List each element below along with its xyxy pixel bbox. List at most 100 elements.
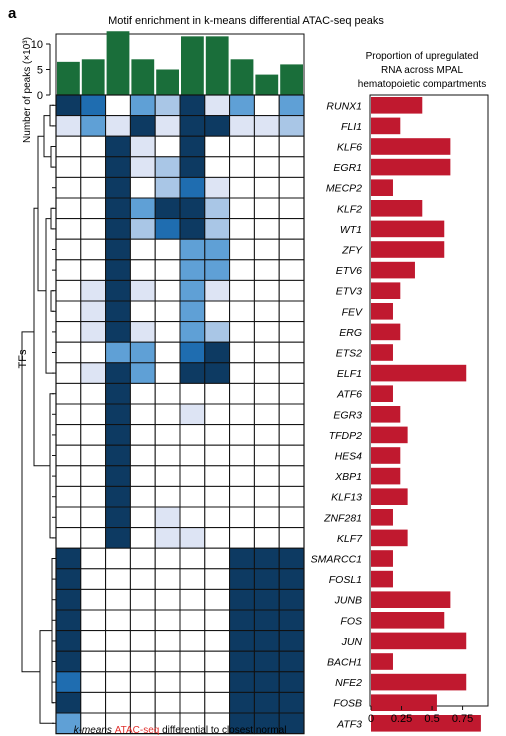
heatmap-cell-FOSL1-9 <box>229 568 255 590</box>
heatmap-cell-KLF13-6 <box>129 485 156 508</box>
heatmap-cell-TFDP2-8 <box>278 424 305 446</box>
heatmap-cell-JUNB-5 <box>154 588 181 611</box>
heatmap-cell-ZFY-1 <box>253 238 280 261</box>
heatmap-cell-FLI1-9 <box>229 115 255 137</box>
rna-bar-BACH1 <box>371 653 393 670</box>
heatmap-cell-EGR1-6 <box>129 156 156 178</box>
row-label-EGR1: EGR1 <box>333 162 362 174</box>
heatmap-cell-KLF7-9 <box>229 527 255 549</box>
heatmap-cell-EGR1-10 <box>80 156 107 178</box>
heatmap-cell-RUNX1-4 <box>55 94 82 117</box>
heatmap-cell-KLF13-10 <box>80 485 107 508</box>
heatmap-cell-FOSL1-1 <box>253 568 280 590</box>
heatmap-cell-ELF1-5 <box>154 362 181 384</box>
row-label-XBP1: XBP1 <box>334 471 362 483</box>
heatmap-cell-ELF1-1 <box>253 362 280 384</box>
heatmap-cell-KLF2-1 <box>253 197 280 220</box>
heatmap-cell-KLF13-1 <box>253 485 280 508</box>
heatmap-x-label-part-2: ATAC-seq <box>115 725 160 736</box>
heatmap-cell-ETV3-8 <box>278 279 305 302</box>
heatmap-cell-SMARCC1-3 <box>105 547 131 570</box>
heatmap-cell-KLF6-5 <box>154 135 181 158</box>
heatmap-cell-ETV3-1 <box>253 279 280 302</box>
heatmap-cell-BACH1-9 <box>229 650 255 673</box>
row-label-KLF7: KLF7 <box>337 533 363 545</box>
dendrogram-branch <box>50 207 54 230</box>
row-label-KLF2: KLF2 <box>337 203 362 215</box>
dendrogram-branch <box>49 393 54 539</box>
heatmap-cell-JUN-10 <box>80 630 107 652</box>
rna-bar-EGR1 <box>371 158 451 176</box>
heatmap-cell-XBP1-7 <box>204 465 231 487</box>
row-label-KLF6: KLF6 <box>337 142 362 154</box>
top-bar-cluster-9 <box>230 59 254 95</box>
heatmap-cell-FOSL1-4 <box>55 568 82 590</box>
row-label-NFE2: NFE2 <box>335 677 362 689</box>
heatmap-cell-ERG-2 <box>179 321 206 343</box>
rna-bar-ETV3 <box>371 282 401 299</box>
heatmap-cell-FOS-8 <box>278 609 305 632</box>
top-chart-y-label: Number of peaks (×10³) <box>22 37 33 143</box>
heatmap-cell-ETV3-4 <box>55 279 82 302</box>
heatmap-cell-ZNF281-4 <box>55 506 82 529</box>
heatmap-cell-KLF2-4 <box>55 197 82 220</box>
heatmap-cell-ELF1-10 <box>80 362 107 384</box>
heatmap-cell-ZFY-6 <box>129 238 156 261</box>
heatmap-cell-FEV-1 <box>253 300 280 323</box>
top-bar-cluster-7 <box>205 36 229 95</box>
heatmap-cell-ETS2-1 <box>253 341 280 364</box>
heatmap-cell-SMARCC1-10 <box>80 547 107 570</box>
heatmap-cell-ERG-6 <box>129 321 156 343</box>
heatmap-cell-WT1-7 <box>204 218 231 240</box>
heatmap-cell-SMARCC1-9 <box>229 547 255 570</box>
top-chart-bars <box>57 31 303 95</box>
heatmap-cell-XBP1-5 <box>154 465 181 487</box>
heatmap-cell-FOSL1-3 <box>105 568 131 590</box>
heatmap-cell-KLF2-6 <box>129 197 156 220</box>
heatmap-cell-FOSL1-8 <box>278 568 305 590</box>
heatmap-cell-XBP1-2 <box>179 465 206 487</box>
heatmap-cell-JUN-6 <box>129 630 156 652</box>
heatmap-cell-ERG-8 <box>278 321 305 343</box>
heatmap-cell-HES4-5 <box>154 444 181 467</box>
heatmap-cell-HES4-4 <box>55 444 82 467</box>
heatmap-cell-NFE2-3 <box>105 671 131 693</box>
heatmap-cell-EGR1-4 <box>55 156 82 178</box>
heatmap-cell-RUNX1-2 <box>179 94 206 117</box>
row-label-FOSL1: FOSL1 <box>329 574 362 586</box>
heatmap-cell-KLF7-1 <box>253 527 280 549</box>
heatmap-cell-FEV-9 <box>229 300 255 323</box>
heatmap-cell-RUNX1-8 <box>278 94 305 117</box>
heatmap-cell-HES4-10 <box>80 444 107 467</box>
heatmap-cell-KLF2-3 <box>105 197 131 220</box>
heatmap-cell-EGR1-8 <box>278 156 305 178</box>
heatmap-cell-WT1-3 <box>105 218 131 240</box>
heatmap-cell-KLF2-8 <box>278 197 305 220</box>
heatmap-cell-KLF7-7 <box>204 527 231 549</box>
heatmap-cell-FOS-2 <box>179 609 206 632</box>
rna-bar-ATF3 <box>371 715 481 732</box>
rna-bar-ZNF281 <box>371 509 393 526</box>
row-label-MECP2: MECP2 <box>326 183 362 195</box>
heatmap-cell-KLF13-3 <box>105 485 131 508</box>
heatmap-cell-ETV3-6 <box>129 279 156 302</box>
rna-chart-x-ticks: 0 0.25 0.5 0.75 <box>368 706 473 725</box>
row-label-FLI1: FLI1 <box>341 121 362 133</box>
heatmap-cell-ELF1-7 <box>204 362 231 384</box>
heatmap-cell-ATF6-5 <box>154 382 181 405</box>
row-label-ETV3: ETV3 <box>336 286 362 298</box>
heatmap-cell-ETV6-7 <box>204 259 231 281</box>
heatmap-cell-EGR1-2 <box>179 156 206 178</box>
heatmap-cell-EGR3-6 <box>129 403 156 426</box>
heatmap-cell-JUN-9 <box>229 630 255 652</box>
heatmap-cell-FOSL1-7 <box>204 568 231 590</box>
heatmap-cell-ETV6-9 <box>229 259 255 281</box>
heatmap-cell-RUNX1-9 <box>229 94 255 117</box>
heatmap-cell-ZFY-4 <box>55 238 82 261</box>
rna-bar-JUN <box>371 632 467 650</box>
heatmap-cell-TFDP2-1 <box>253 424 280 446</box>
dendrogram-branch <box>49 104 54 127</box>
rna-chart-title-line-2: RNA across MPAL <box>381 65 463 76</box>
row-label-JUNB: JUNB <box>334 595 362 607</box>
